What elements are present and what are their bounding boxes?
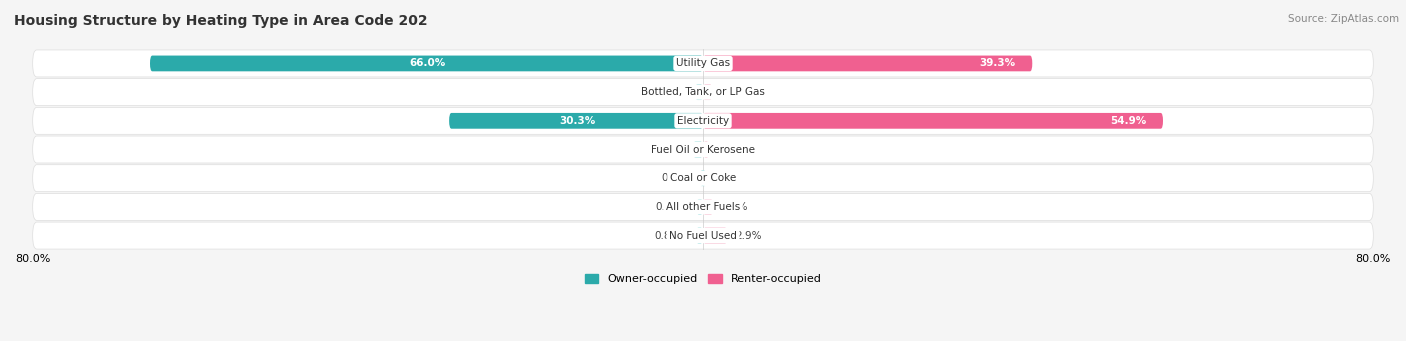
FancyBboxPatch shape bbox=[700, 170, 706, 186]
Text: Utility Gas: Utility Gas bbox=[676, 58, 730, 69]
FancyBboxPatch shape bbox=[703, 142, 709, 158]
Text: 0.94%: 0.94% bbox=[654, 87, 686, 97]
FancyBboxPatch shape bbox=[703, 199, 713, 215]
Text: 1.2%: 1.2% bbox=[721, 202, 748, 212]
Text: No Fuel Used: No Fuel Used bbox=[669, 231, 737, 241]
Text: 1.2%: 1.2% bbox=[658, 145, 685, 154]
Text: 0.74%: 0.74% bbox=[717, 145, 751, 154]
Text: 0.0%: 0.0% bbox=[711, 173, 738, 183]
FancyBboxPatch shape bbox=[32, 165, 1374, 192]
Text: Fuel Oil or Kerosene: Fuel Oil or Kerosene bbox=[651, 145, 755, 154]
Legend: Owner-occupied, Renter-occupied: Owner-occupied, Renter-occupied bbox=[581, 269, 825, 288]
Text: Electricity: Electricity bbox=[676, 116, 730, 126]
FancyBboxPatch shape bbox=[693, 142, 703, 158]
Text: 0.01%: 0.01% bbox=[662, 173, 695, 183]
FancyBboxPatch shape bbox=[703, 228, 727, 243]
FancyBboxPatch shape bbox=[32, 79, 1374, 106]
FancyBboxPatch shape bbox=[696, 199, 703, 215]
FancyBboxPatch shape bbox=[32, 50, 1374, 77]
Text: Bottled, Tank, or LP Gas: Bottled, Tank, or LP Gas bbox=[641, 87, 765, 97]
FancyBboxPatch shape bbox=[449, 113, 703, 129]
Text: 2.9%: 2.9% bbox=[735, 231, 762, 241]
Text: 30.3%: 30.3% bbox=[560, 116, 596, 126]
Text: 54.9%: 54.9% bbox=[1109, 116, 1146, 126]
FancyBboxPatch shape bbox=[32, 193, 1374, 220]
FancyBboxPatch shape bbox=[32, 107, 1374, 134]
FancyBboxPatch shape bbox=[703, 56, 1032, 71]
FancyBboxPatch shape bbox=[32, 222, 1374, 249]
Text: Housing Structure by Heating Type in Area Code 202: Housing Structure by Heating Type in Are… bbox=[14, 14, 427, 28]
Text: 0.83%: 0.83% bbox=[655, 231, 688, 241]
FancyBboxPatch shape bbox=[703, 113, 1163, 129]
Text: All other Fuels: All other Fuels bbox=[666, 202, 740, 212]
Text: 0.76%: 0.76% bbox=[655, 202, 689, 212]
Text: Source: ZipAtlas.com: Source: ZipAtlas.com bbox=[1288, 14, 1399, 24]
FancyBboxPatch shape bbox=[150, 56, 703, 71]
Text: 1.1%: 1.1% bbox=[721, 87, 747, 97]
FancyBboxPatch shape bbox=[32, 136, 1374, 163]
Text: 66.0%: 66.0% bbox=[409, 58, 446, 69]
FancyBboxPatch shape bbox=[695, 84, 703, 100]
FancyBboxPatch shape bbox=[696, 228, 703, 243]
FancyBboxPatch shape bbox=[703, 84, 713, 100]
Text: 39.3%: 39.3% bbox=[980, 58, 1015, 69]
Text: Coal or Coke: Coal or Coke bbox=[669, 173, 737, 183]
